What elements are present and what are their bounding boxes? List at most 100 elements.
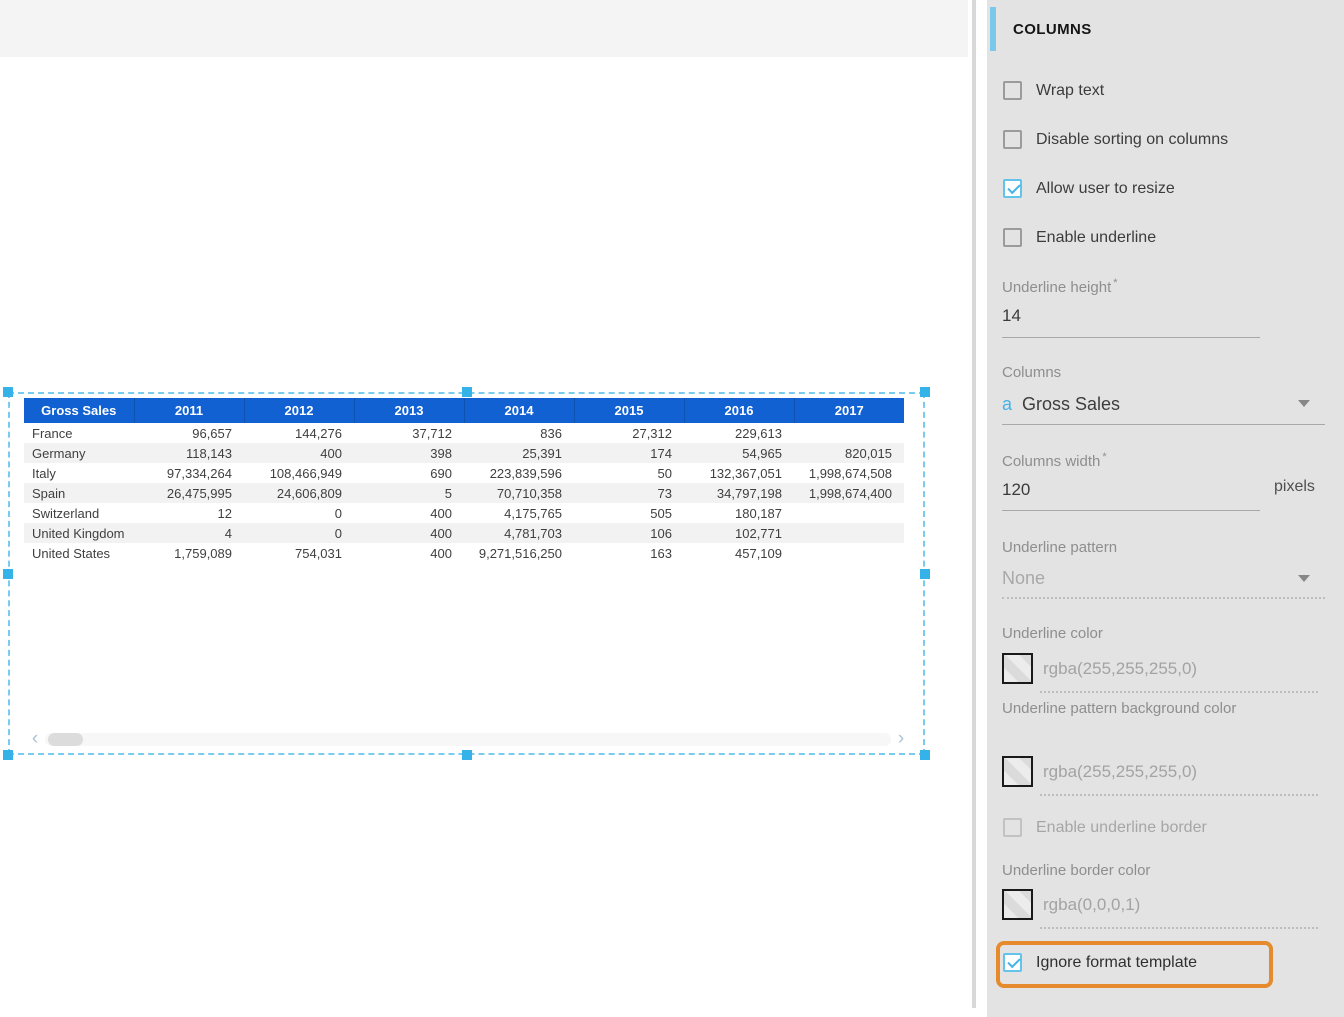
cell: 96,657 (192, 425, 232, 441)
checkbox-unchecked-icon[interactable] (1003, 130, 1022, 149)
cell: 50 (657, 465, 672, 481)
cell: 54,965 (684, 443, 794, 463)
cell: 400 (244, 443, 354, 463)
scrollbar-thumb[interactable] (48, 733, 83, 746)
underline-height-input[interactable]: 14 (1002, 306, 1021, 325)
selection-handle-middle-left[interactable] (3, 568, 13, 579)
input-underline (1002, 337, 1260, 338)
columns-width-label: Columns width * (1002, 451, 1107, 470)
text-type-icon: a (1002, 394, 1013, 414)
selection-handle-middle-right[interactable] (920, 568, 930, 579)
cell: 118,143 (134, 443, 244, 463)
cell: 12 (217, 505, 232, 521)
underline-pattern-dropdown[interactable]: None (1002, 568, 1046, 588)
checkbox-label: Allow user to resize (1036, 179, 1175, 197)
cell: 106 (574, 523, 684, 543)
dropdown-underline (1002, 424, 1325, 425)
row-label: Switzerland (32, 505, 100, 521)
selection-handle-bottom-left[interactable] (3, 750, 13, 760)
cell (794, 503, 904, 523)
cell: 690 (430, 465, 452, 481)
table-row: United Kingdom 4 0 400 4,781,703 106 102… (24, 523, 904, 543)
cell: 820,015 (794, 443, 904, 463)
cell: 505 (650, 505, 672, 521)
columns-dropdown[interactable]: a Gross Sales (1002, 394, 1120, 415)
panel-scrollbar[interactable] (972, 0, 976, 1008)
dropdown-underline-dotted (1002, 597, 1325, 599)
checkbox-label: Disable sorting on columns (1036, 130, 1229, 148)
cell: 9,271,516,250 (478, 545, 562, 561)
columns-width-input[interactable]: 120 (1002, 480, 1031, 499)
underline-border-color-value[interactable]: rgba(0,0,0,1) (1043, 895, 1141, 914)
cell: 34,797,198 (684, 483, 794, 503)
checkbox-unchecked-icon[interactable] (1003, 818, 1022, 837)
underline-border-color-swatch[interactable] (1002, 889, 1033, 920)
table-row: Germany 118,143 400 398 25,391 174 54,96… (24, 443, 904, 463)
cell: 24,606,809 (244, 483, 354, 503)
cell: 144,276 (295, 425, 342, 441)
scrollbar-track[interactable] (45, 733, 891, 746)
cell: 0 (244, 523, 354, 543)
selection-handle-bottom-center[interactable] (461, 750, 472, 760)
table-row: Switzerland 12 0 400 4,175,765 505 180,1… (24, 503, 904, 523)
input-underline-dotted (1040, 691, 1318, 693)
ignore-format-template-checkbox[interactable]: Ignore format template (1003, 953, 1197, 972)
column-header-2015[interactable]: 2015 (573, 398, 684, 423)
underline-pattern-bg-value[interactable]: rgba(255,255,255,0) (1043, 762, 1198, 781)
wrap-text-checkbox[interactable]: Wrap text (1003, 81, 1104, 100)
cell: 1,998,674,508 (808, 465, 892, 481)
column-header-2016[interactable]: 2016 (683, 398, 794, 423)
cell: 5 (354, 483, 464, 503)
checkbox-label: Ignore format template (1036, 953, 1197, 971)
row-label: Italy (32, 465, 56, 481)
label-text: Columns width (1002, 453, 1101, 470)
column-header-2014[interactable]: 2014 (463, 398, 574, 423)
underline-pattern-bg-swatch[interactable] (1002, 756, 1033, 787)
checkbox-unchecked-icon[interactable] (1003, 228, 1022, 247)
cell: 180,187 (735, 505, 782, 521)
checkbox-label: Enable underline (1036, 228, 1157, 246)
selection-handle-top-right[interactable] (920, 387, 930, 397)
table-row: United States 1,759,089 754,031 400 9,27… (24, 543, 904, 563)
checkbox-checked-icon[interactable] (1003, 179, 1022, 198)
underline-color-swatch[interactable] (1002, 653, 1033, 684)
table-horizontal-scrollbar[interactable]: ‹ › (28, 728, 908, 749)
top-toolbar (0, 0, 968, 57)
cell: 4 (134, 523, 244, 543)
cell: 836 (540, 425, 562, 441)
label-text: Underline height (1002, 279, 1112, 296)
cell: 0 (334, 505, 342, 521)
selection-handle-top-left[interactable] (3, 387, 13, 397)
checkbox-unchecked-icon[interactable] (1003, 81, 1022, 100)
cell: 25,391 (464, 443, 574, 463)
cell: 4,175,765 (504, 505, 562, 521)
cell: 400 (354, 523, 464, 543)
column-header-2013[interactable]: 2013 (353, 398, 464, 423)
disable-sorting-checkbox[interactable]: Disable sorting on columns (1003, 130, 1228, 149)
cell: 163 (650, 545, 672, 561)
table-header-row: Gross Sales 2011 2012 2013 2014 2015 201… (24, 398, 904, 423)
selection-handle-bottom-right[interactable] (920, 750, 930, 760)
widget-selection-outline[interactable] (3, 387, 930, 760)
column-header-measure[interactable]: Gross Sales (24, 398, 134, 423)
scroll-left-icon[interactable]: ‹ (31, 728, 39, 749)
underline-border-color-label: Underline border color (1002, 862, 1151, 879)
row-label: Germany (24, 443, 134, 463)
enable-underline-border-checkbox[interactable]: Enable underline border (1003, 818, 1207, 837)
required-mark: * (1113, 277, 1118, 289)
chevron-down-icon[interactable] (1298, 575, 1310, 582)
cell: 223,839,596 (489, 465, 562, 481)
allow-user-to-resize-checkbox[interactable]: Allow user to resize (1003, 179, 1175, 198)
underline-height-label: Underline height * (1002, 277, 1118, 296)
enable-underline-checkbox[interactable]: Enable underline (1003, 228, 1156, 247)
row-label: United Kingdom (24, 523, 134, 543)
column-header-2017[interactable]: 2017 (793, 398, 904, 423)
underline-color-value[interactable]: rgba(255,255,255,0) (1043, 659, 1198, 678)
chevron-down-icon[interactable] (1298, 400, 1310, 407)
column-header-2012[interactable]: 2012 (243, 398, 354, 423)
scroll-right-icon[interactable]: › (897, 728, 905, 749)
selection-handle-top-center[interactable] (461, 387, 472, 397)
checkbox-checked-icon[interactable] (1003, 953, 1022, 972)
column-header-2011[interactable]: 2011 (133, 398, 244, 423)
cell: 174 (574, 443, 684, 463)
